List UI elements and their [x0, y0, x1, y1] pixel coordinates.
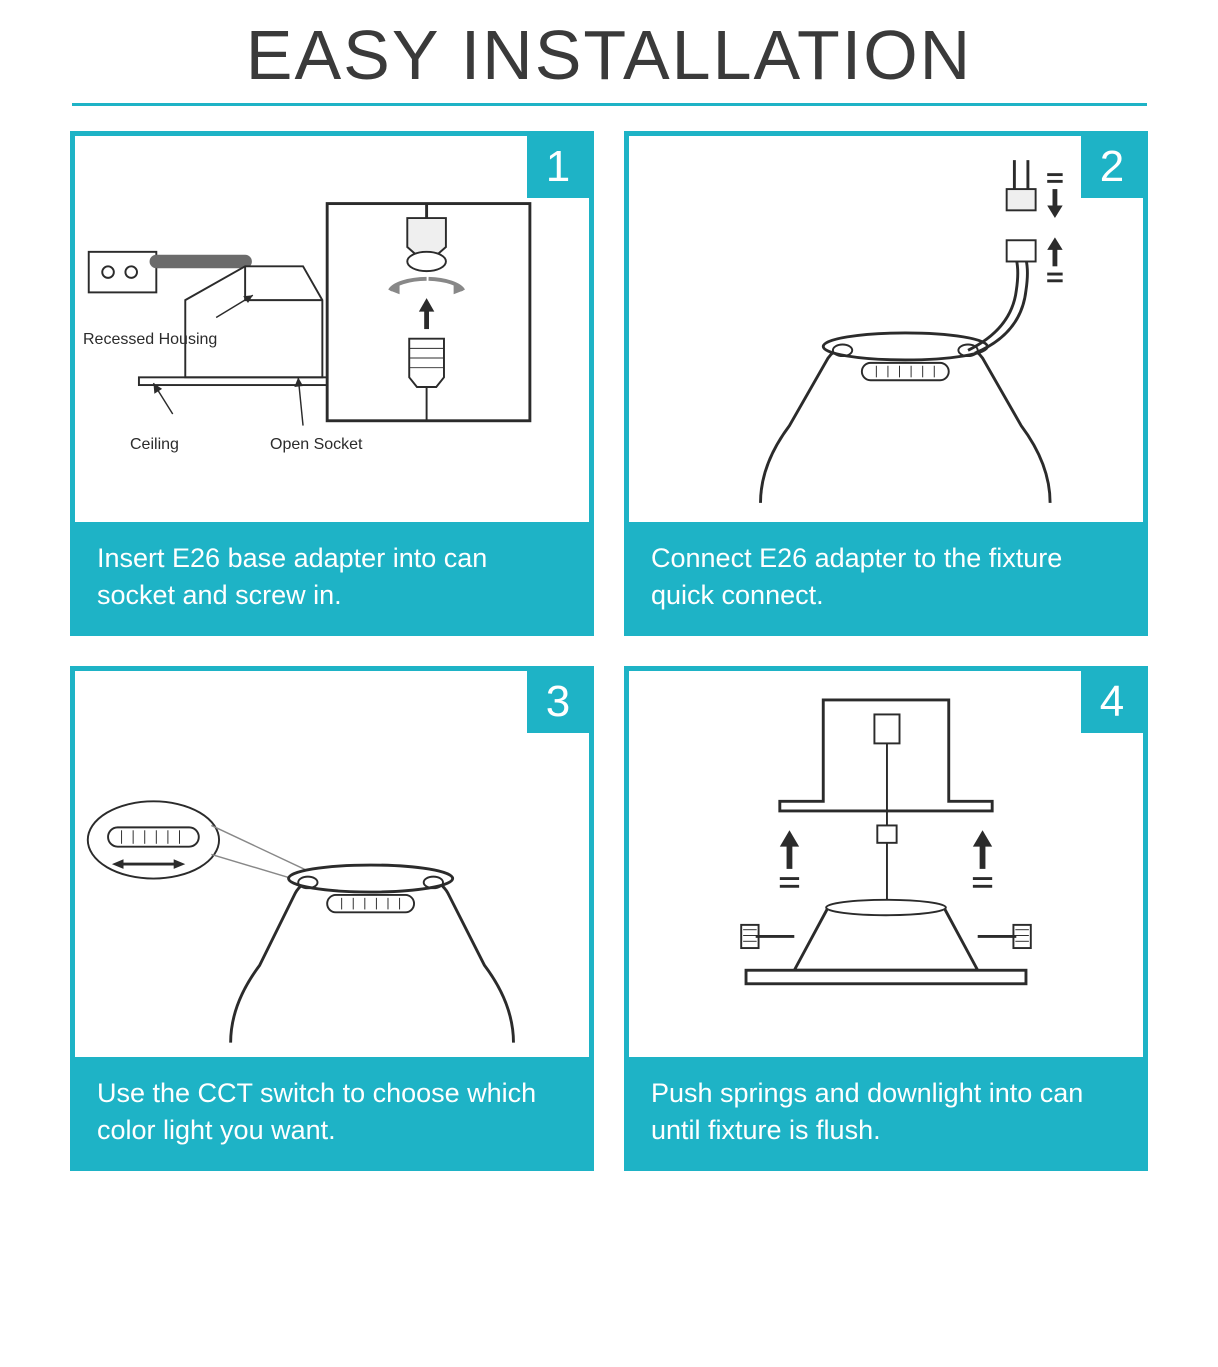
label-recessed-housing: Recessed Housing [83, 331, 217, 349]
step-caption: Use the CCT switch to choose which color… [75, 1057, 589, 1166]
step-number-badge: 1 [527, 136, 589, 198]
step-panel-2: 2 [624, 131, 1148, 636]
label-ceiling: Ceiling [130, 436, 179, 454]
step-caption: Connect E26 adapter to the fixture quick… [629, 522, 1143, 631]
label-open-socket: Open Socket [270, 436, 363, 454]
page-title: EASY INSTALLATION [0, 0, 1218, 103]
step-diagram-2 [629, 136, 1143, 522]
step-caption: Push springs and downlight into can unti… [629, 1057, 1143, 1166]
step-diagram-1: Recessed Housing Ceiling Open Socket [75, 136, 589, 522]
steps-grid: 1 [0, 131, 1218, 1201]
step-diagram-3 [75, 671, 589, 1057]
step-number-badge: 3 [527, 671, 589, 733]
step-panel-4: 4 [624, 666, 1148, 1171]
step-diagram-4 [629, 671, 1143, 1057]
step-panel-1: 1 [70, 131, 594, 636]
step-caption: Insert E26 base adapter into can socket … [75, 522, 589, 631]
step-number-badge: 2 [1081, 136, 1143, 198]
step-panel-3: 3 [70, 666, 594, 1171]
step-number-badge: 4 [1081, 671, 1143, 733]
title-underline [72, 103, 1147, 106]
